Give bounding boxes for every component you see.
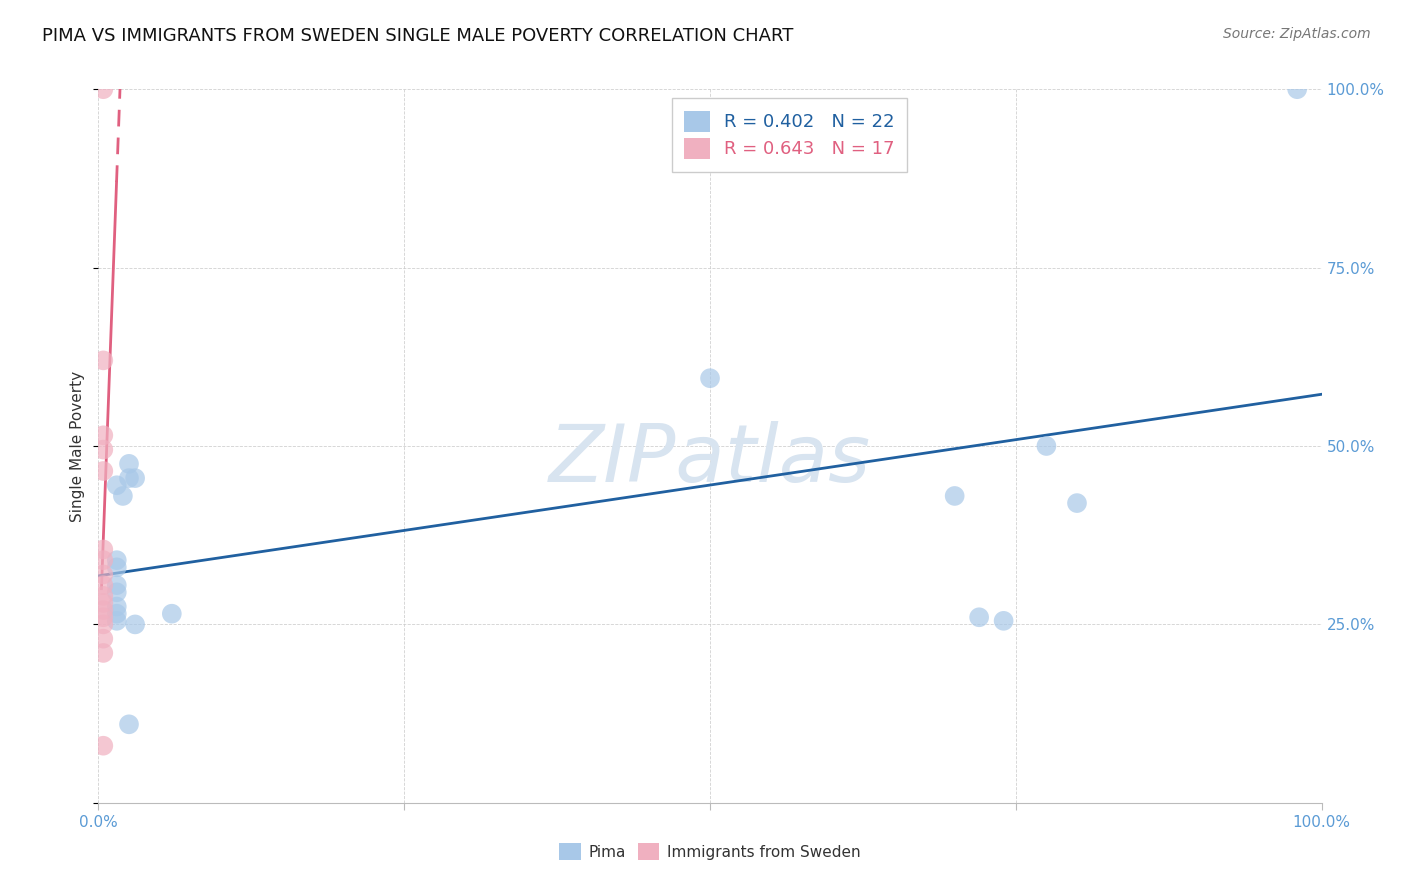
Text: PIMA VS IMMIGRANTS FROM SWEDEN SINGLE MALE POVERTY CORRELATION CHART: PIMA VS IMMIGRANTS FROM SWEDEN SINGLE MA… — [42, 27, 793, 45]
Point — [91, 464, 114, 478]
Point — [1066, 496, 1088, 510]
Point — [124, 471, 146, 485]
Point — [105, 614, 128, 628]
Point — [91, 589, 114, 603]
Point — [91, 428, 114, 442]
Point — [91, 353, 114, 368]
Point — [124, 617, 146, 632]
Point — [118, 457, 141, 471]
Y-axis label: Single Male Poverty: Single Male Poverty — [70, 370, 86, 522]
Point — [91, 646, 114, 660]
Point — [91, 442, 114, 457]
Point — [118, 717, 141, 731]
Legend: Pima, Immigrants from Sweden: Pima, Immigrants from Sweden — [554, 837, 866, 866]
Point — [943, 489, 966, 503]
Point — [91, 596, 114, 610]
Point — [105, 599, 128, 614]
Point — [91, 553, 114, 567]
Point — [91, 617, 114, 632]
Point — [91, 603, 114, 617]
Point — [91, 578, 114, 592]
Point — [160, 607, 183, 621]
Point — [105, 607, 128, 621]
Point — [105, 478, 128, 492]
Point — [105, 560, 128, 574]
Point — [993, 614, 1015, 628]
Point — [91, 542, 114, 557]
Point — [1286, 82, 1309, 96]
Point — [1035, 439, 1057, 453]
Point — [91, 82, 114, 96]
Point — [118, 471, 141, 485]
Point — [111, 489, 134, 503]
Point — [91, 632, 114, 646]
Text: Source: ZipAtlas.com: Source: ZipAtlas.com — [1223, 27, 1371, 41]
Point — [699, 371, 721, 385]
Point — [91, 610, 114, 624]
Point — [91, 739, 114, 753]
Point — [105, 578, 128, 592]
Point — [105, 585, 128, 599]
Point — [91, 567, 114, 582]
Point — [967, 610, 990, 624]
Text: ZIPatlas: ZIPatlas — [548, 421, 872, 500]
Point — [105, 553, 128, 567]
